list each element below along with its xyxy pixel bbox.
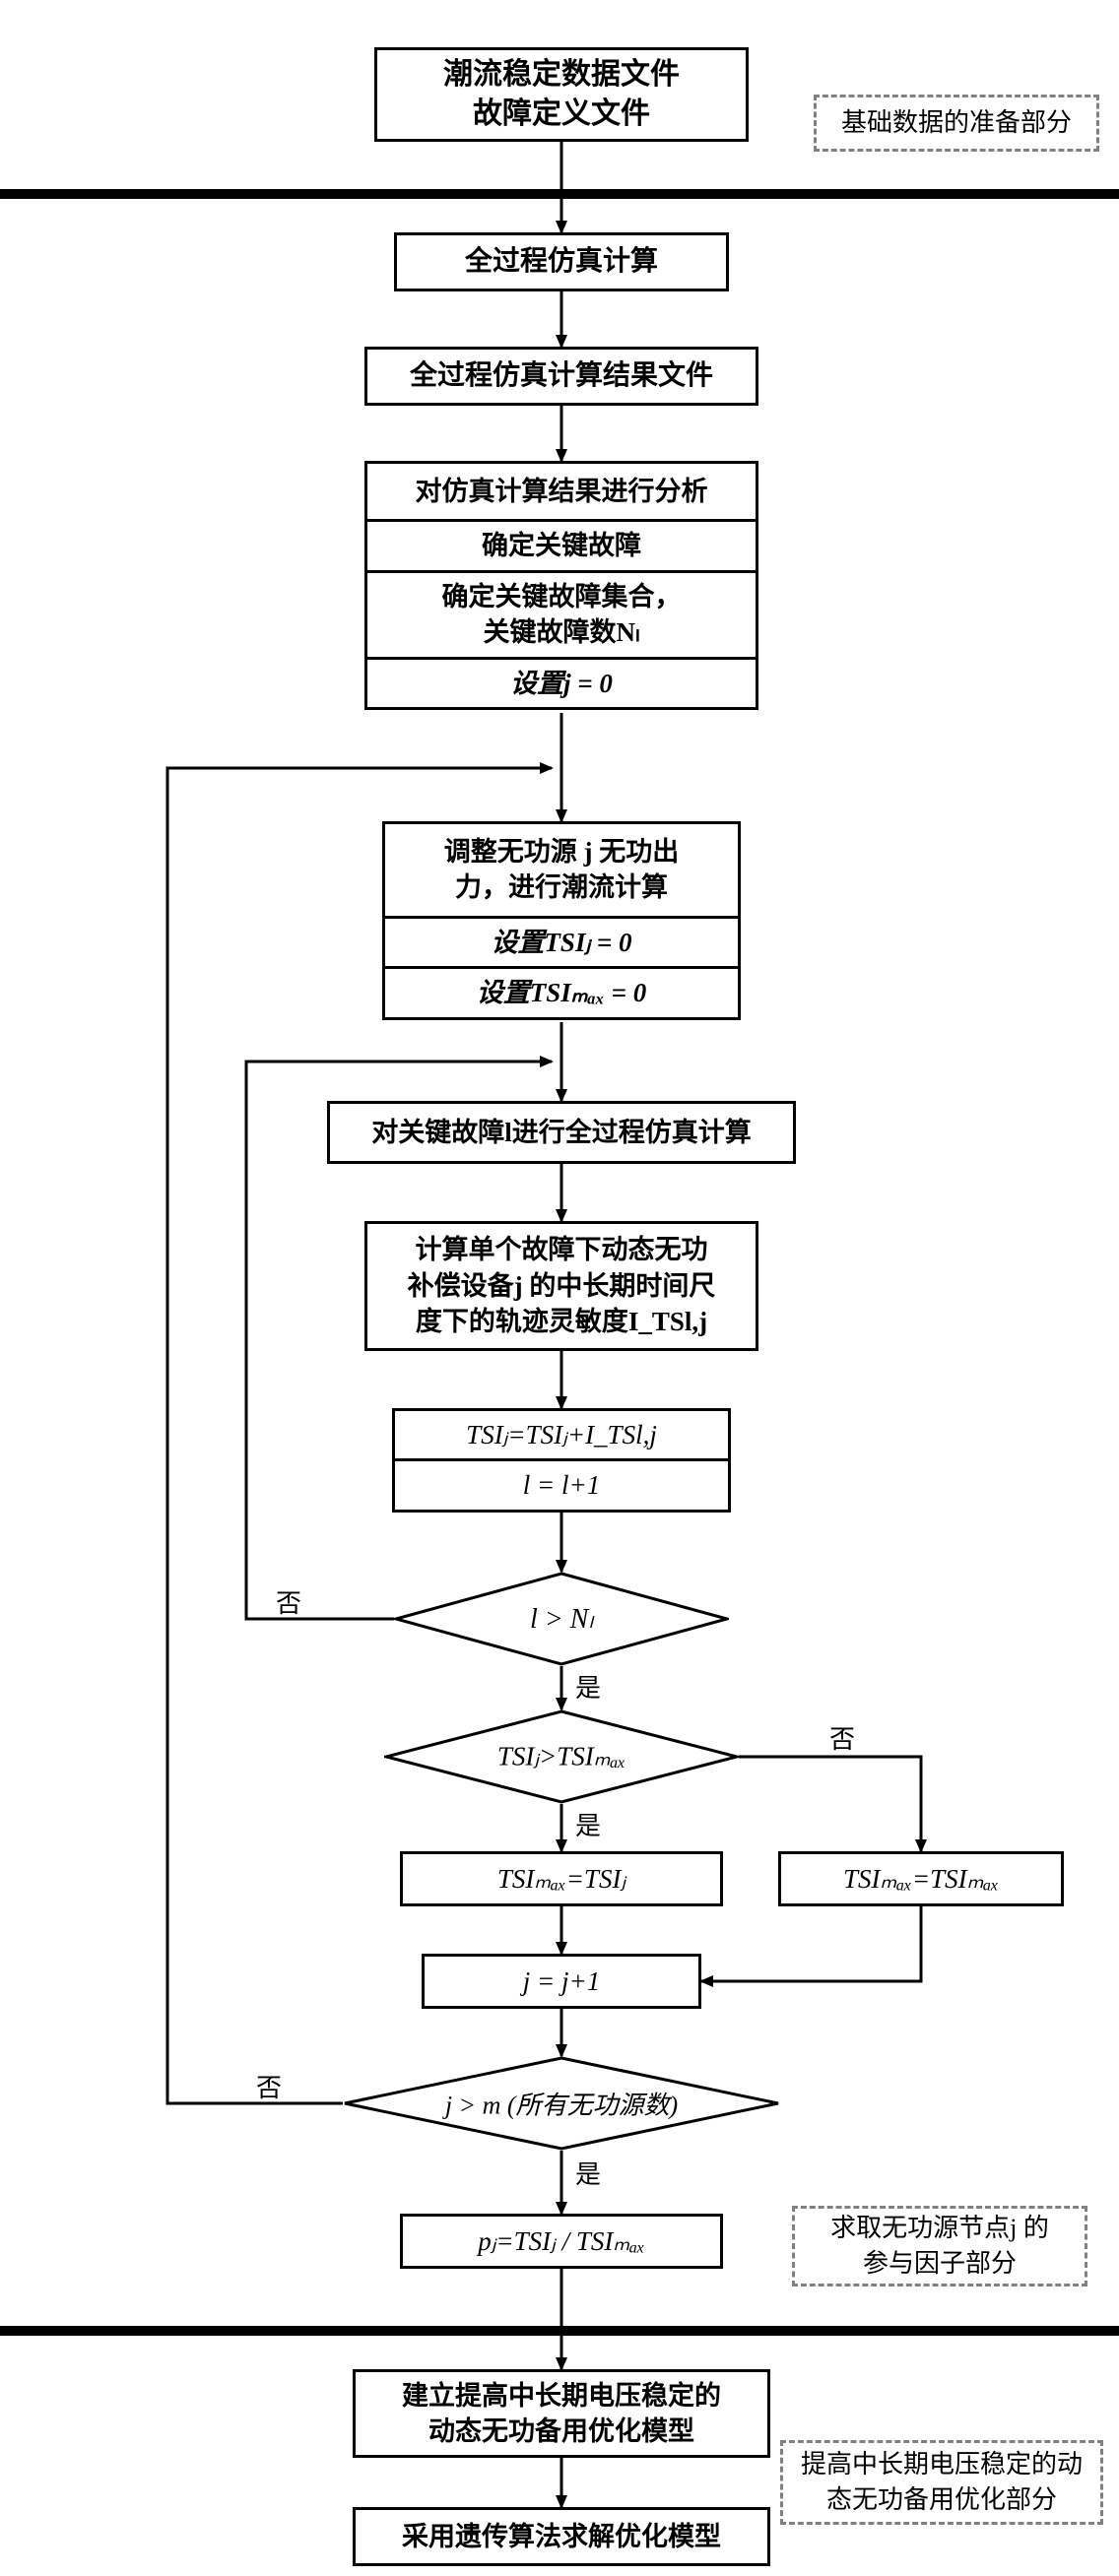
node-analyze-stack: 对仿真计算结果进行分析 确定关键故障 确定关键故障集合， 关键故障数Nₗ 设置j… [364,461,758,710]
node-calc-pj: pⱼ=TSIⱼ / TSIₘₐₓ [400,2214,723,2269]
decision-j-gt-m: j > m (所有无功源数) [343,2056,780,2151]
section-tag-prep: 基础数据的准备部分 [814,95,1099,152]
label-d2-yes: 是 [575,1806,601,1842]
node-keep-max: TSIₘₐₓ=TSIₘₐₓ [778,1851,1064,1906]
node-calc-sensitivity: 计算单个故障下动态无功 补偿设备j 的中长期时间尺 度下的轨迹灵敏度I_TSl,… [364,1221,758,1351]
node-analyze-stack-1: 确定关键故障 [367,519,756,569]
node-solve-ga-text: 采用遗传算法求解优化模型 [402,2519,721,2554]
node-accumulate-stack: TSIⱼ=TSIⱼ+I_TSl,j l = l+1 [392,1408,731,1513]
node-analyze-stack-0: 对仿真计算结果进行分析 [367,464,756,519]
divider-bottom [0,2326,1119,2336]
label-d2-no: 否 [829,1719,855,1756]
section-tag-participation: 求取无功源节点j 的 参与因子部分 [792,2206,1087,2286]
section-tag-prep-label: 基础数据的准备部分 [841,105,1072,141]
label-d1-yes: 是 [575,1668,601,1705]
label-d1-no: 否 [276,1583,301,1620]
label-d3-no: 否 [256,2068,282,2104]
node-data-files: 潮流稳定数据文件 故障定义文件 [374,47,749,142]
decision-l-gt-nl: l > Nₗ [394,1572,729,1666]
section-tag-participation-label: 求取无功源节点j 的 参与因子部分 [830,2211,1049,2283]
node-adjust-stack-1: 设置TSIⱼ = 0 [385,916,738,966]
divider-top [0,189,1119,199]
node-adjust-stack-2: 设置TSIₘₐₓ = 0 [385,966,738,1016]
node-sim-calc-text: 全过程仿真计算 [465,243,658,281]
node-incr-j: j = j+1 [422,1954,701,2009]
label-d3-yes: 是 [575,2155,601,2191]
node-data-files-text: 潮流稳定数据文件 故障定义文件 [443,55,680,135]
node-incr-j-text: j = j+1 [523,1964,600,1999]
node-analyze-stack-3: 设置j = 0 [367,657,756,707]
node-build-model-text: 建立提高中长期电压稳定的 动态无功备用优化模型 [402,2378,721,2450]
node-fault-sim: 对关键故障l进行全过程仿真计算 [327,1101,796,1164]
decision-j-gt-m-label: j > m (所有无功源数) [445,2086,678,2122]
section-tag-optimize: 提高中长期电压稳定的动 态无功备用优化部分 [780,2440,1103,2525]
node-calc-pj-text: pⱼ=TSIⱼ / TSIₘₐₓ [478,2223,645,2259]
node-sim-calc: 全过程仿真计算 [394,232,729,291]
section-tag-optimize-label: 提高中长期电压稳定的动 态无功备用优化部分 [801,2447,1083,2519]
decision-tsi-gt-max: TSIⱼ>TSIₘₐₓ [384,1709,739,1804]
node-adjust-stack-0: 调整无功源 j 无功出 力，进行潮流计算 [385,824,738,916]
node-set-max-tsij: TSIₘₐₓ=TSIⱼ [400,1851,723,1906]
node-calc-sensitivity-text: 计算单个故障下动态无功 补偿设备j 的中长期时间尺 度下的轨迹灵敏度I_TSl,… [408,1232,716,1339]
node-sim-result-file: 全过程仿真计算结果文件 [364,347,758,406]
node-accumulate-stack-0: TSIⱼ=TSIⱼ+I_TSl,j [395,1411,728,1458]
node-analyze-stack-2: 确定关键故障集合， 关键故障数Nₗ [367,570,756,657]
node-build-model: 建立提高中长期电压稳定的 动态无功备用优化模型 [353,2369,770,2458]
flowchart-canvas: 基础数据的准备部分 求取无功源节点j 的 参与因子部分 提高中长期电压稳定的动 … [0,0,1119,2576]
node-solve-ga: 采用遗传算法求解优化模型 [353,2507,770,2566]
node-accumulate-stack-1: l = l+1 [395,1458,728,1509]
node-fault-sim-text: 对关键故障l进行全过程仿真计算 [371,1115,752,1150]
node-sim-result-file-text: 全过程仿真计算结果文件 [410,357,713,395]
node-keep-max-text: TSIₘₐₓ=TSIₘₐₓ [843,1861,999,1897]
node-set-max-tsij-text: TSIₘₐₓ=TSIⱼ [497,1861,625,1897]
decision-tsi-gt-max-label: TSIⱼ>TSIₘₐₓ [497,1742,625,1772]
decision-l-gt-nl-label: l > Nₗ [530,1602,593,1636]
node-adjust-stack: 调整无功源 j 无功出 力，进行潮流计算 设置TSIⱼ = 0 设置TSIₘₐₓ… [382,821,741,1020]
